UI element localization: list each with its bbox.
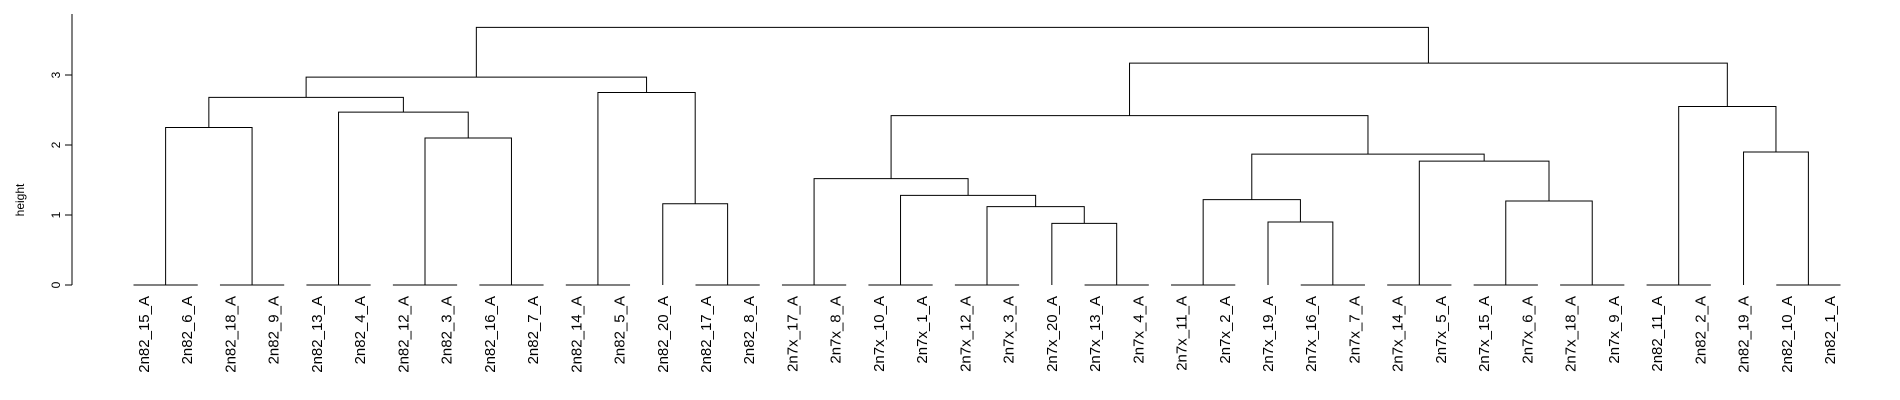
leaf-label: 2n82_14_A bbox=[568, 296, 585, 373]
leaf-label: 2n7x_20_A bbox=[1044, 296, 1061, 372]
y-tick-label-2: 2 bbox=[49, 141, 63, 148]
leaf-label: 2n7x_3_A bbox=[1001, 296, 1018, 364]
leaf-label: 2n82_10_A bbox=[1779, 296, 1796, 373]
leaf-label: 2n82_13_A bbox=[309, 296, 326, 373]
leaf-label: 2n7x_13_A bbox=[1087, 296, 1104, 372]
merge-link-m22 bbox=[813, 178, 969, 285]
leaf-label: 2n82_19_A bbox=[1736, 296, 1753, 373]
leaf-label: 2n82_4_A bbox=[352, 296, 369, 364]
merge-link-m36 bbox=[1743, 151, 1809, 285]
leaf-label: 2n7x_1_A bbox=[914, 296, 931, 364]
leaf-label: 2n7x_4_A bbox=[1130, 296, 1147, 364]
y-tick-label-0: 0 bbox=[49, 281, 63, 288]
merge-link-m14 bbox=[305, 76, 648, 98]
leaf-label: 2n82_20_A bbox=[655, 296, 672, 373]
leaf-label: 2n82_12_A bbox=[395, 296, 412, 373]
leaf-label: 2n7x_11_A bbox=[1174, 296, 1191, 371]
leaf-label: 2n7x_18_A bbox=[1563, 296, 1580, 372]
y-axis: 0 1 2 3 bbox=[49, 14, 73, 288]
merge-link-m37 bbox=[1678, 106, 1777, 285]
leaf-label: 2n7x_16_A bbox=[1303, 296, 1320, 372]
leaf-label: 2n7x_9_A bbox=[1606, 296, 1623, 364]
merge-link-m20 bbox=[986, 206, 1085, 285]
leaf-label: 2n82_17_A bbox=[698, 296, 715, 373]
merge-link-m13 bbox=[597, 92, 696, 285]
leaf-label: 2n82_8_A bbox=[741, 296, 758, 364]
leaf-label: 2n7x_5_A bbox=[1433, 296, 1450, 364]
leaf-label: 2n7x_19_A bbox=[1260, 296, 1277, 372]
merge-link-m21 bbox=[900, 194, 1037, 285]
merge-link-m30 bbox=[1505, 200, 1593, 285]
leaf-label: 2n82_11_A bbox=[1649, 296, 1666, 372]
leaf-label: 2n82_16_A bbox=[482, 296, 499, 373]
leaf-label: 2n82_9_A bbox=[266, 296, 283, 364]
leaf-label: 2n7x_6_A bbox=[1519, 296, 1536, 364]
merge-link-m31 bbox=[1418, 160, 1550, 285]
leaf-label: 2n7x_15_A bbox=[1476, 296, 1493, 372]
leaf-label: 2n82_6_A bbox=[179, 296, 196, 364]
leaf-label: 2n7x_7_A bbox=[1346, 296, 1363, 364]
dendrogram-links bbox=[133, 26, 1841, 286]
leaf-label: 2n82_5_A bbox=[612, 296, 629, 364]
y-axis-label: height bbox=[13, 183, 27, 216]
leaf-label: 2n82_7_A bbox=[525, 296, 542, 364]
merge-link-m39 bbox=[475, 26, 1429, 78]
merge-link-m38 bbox=[1129, 62, 1728, 116]
y-tick-label-3: 3 bbox=[49, 71, 63, 78]
leaf-label: 2n82_2_A bbox=[1692, 296, 1709, 364]
leaf-label: 2n7x_8_A bbox=[828, 296, 845, 364]
merge-link-m7 bbox=[424, 137, 512, 285]
leaf-label: 2n82_1_A bbox=[1822, 296, 1839, 364]
leaf-label: 2n7x_17_A bbox=[784, 296, 801, 372]
y-tick-label-1: 1 bbox=[49, 211, 63, 218]
leaf-label: 2n82_15_A bbox=[136, 296, 153, 373]
leaf-label: 2n82_18_A bbox=[222, 296, 239, 373]
merge-link-m25 bbox=[1267, 221, 1334, 285]
merge-link-m3 bbox=[165, 127, 253, 285]
leaf-label: 2n82_3_A bbox=[439, 296, 456, 364]
leaf-label: 2n7x_10_A bbox=[871, 296, 888, 372]
merge-link-m12 bbox=[662, 203, 729, 285]
leaf-labels: 2n82_15_A 2n82_6_A 2n82_18_A 2n82_9_A 2n82_1… bbox=[136, 296, 1839, 373]
leaf-label: 2n7x_12_A bbox=[957, 296, 974, 372]
leaf-label: 2n7x_2_A bbox=[1217, 296, 1234, 364]
merge-link-m33 bbox=[890, 115, 1369, 179]
merge-link-m26 bbox=[1202, 199, 1301, 285]
merge-link-m19 bbox=[1051, 222, 1118, 285]
leaf-label: 2n7x_14_A bbox=[1390, 296, 1407, 372]
